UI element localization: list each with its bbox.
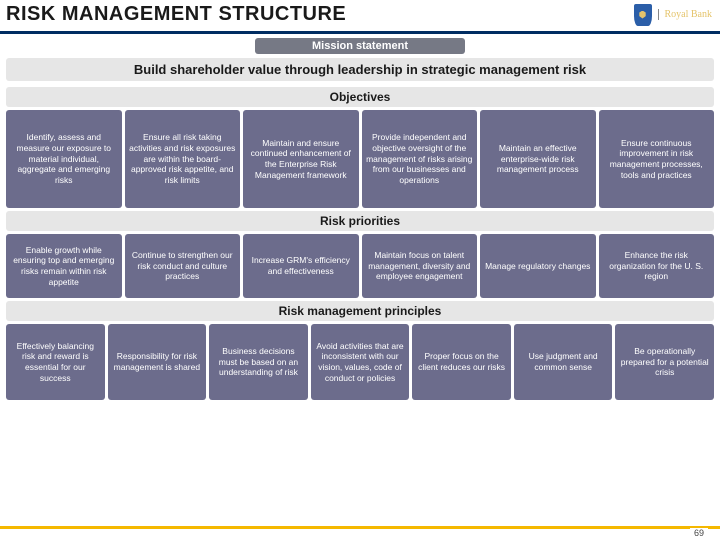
tile-row: Identify, assess and measure our exposur… [6,110,714,208]
tile: Proper focus on the client reduces our r… [412,324,511,400]
slide-title: RISK MANAGEMENT STRUCTURE [6,3,346,26]
mission-header: Mission statement [255,38,465,54]
slide-content: Mission statement Build shareholder valu… [0,34,720,526]
tile: Manage regulatory changes [480,234,596,298]
tile: Ensure continuous improvement in risk ma… [599,110,715,208]
tile: Ensure all risk taking activities and ri… [125,110,241,208]
slide-footer: 69 [0,526,720,540]
tile: Responsibility for risk management is sh… [108,324,207,400]
tile: Enable growth while ensuring top and eme… [6,234,122,298]
brand-lockup: Royal Bank [634,4,713,26]
section-header: Risk priorities [6,211,714,231]
mission-body: Build shareholder value through leadersh… [6,58,714,81]
tile: Be operationally prepared for a potentia… [615,324,714,400]
tile: Maintain focus on talent management, div… [362,234,478,298]
tile: Continue to strengthen our risk conduct … [125,234,241,298]
tile-row: Enable growth while ensuring top and eme… [6,234,714,298]
tile: Increase GRM's efficiency and effectiven… [243,234,359,298]
tile: Enhance the risk organization for the U.… [599,234,715,298]
section-header: Risk management principles [6,301,714,321]
footer-rule [0,526,720,529]
tile: Identify, assess and measure our exposur… [6,110,122,208]
tile: Use judgment and common sense [514,324,613,400]
tile: Business decisions must be based on an u… [209,324,308,400]
page-number: 69 [690,528,708,538]
tile-row: Effectively balancing risk and reward is… [6,324,714,400]
sections-container: Objectives Identify, assess and measure o… [6,84,714,400]
tile: Maintain an effective enterprise-wide ri… [480,110,596,208]
tile: Avoid activities that are inconsistent w… [311,324,410,400]
slide-header: RISK MANAGEMENT STRUCTURE Royal Bank [0,0,720,34]
section-header: Objectives [6,87,714,107]
shield-icon [634,4,652,26]
brand-text: Royal Bank [658,9,713,20]
slide-page: RISK MANAGEMENT STRUCTURE Royal Bank Mis… [0,0,720,540]
tile: Provide independent and objective oversi… [362,110,478,208]
tile: Effectively balancing risk and reward is… [6,324,105,400]
tile: Maintain and ensure continued enhancemen… [243,110,359,208]
